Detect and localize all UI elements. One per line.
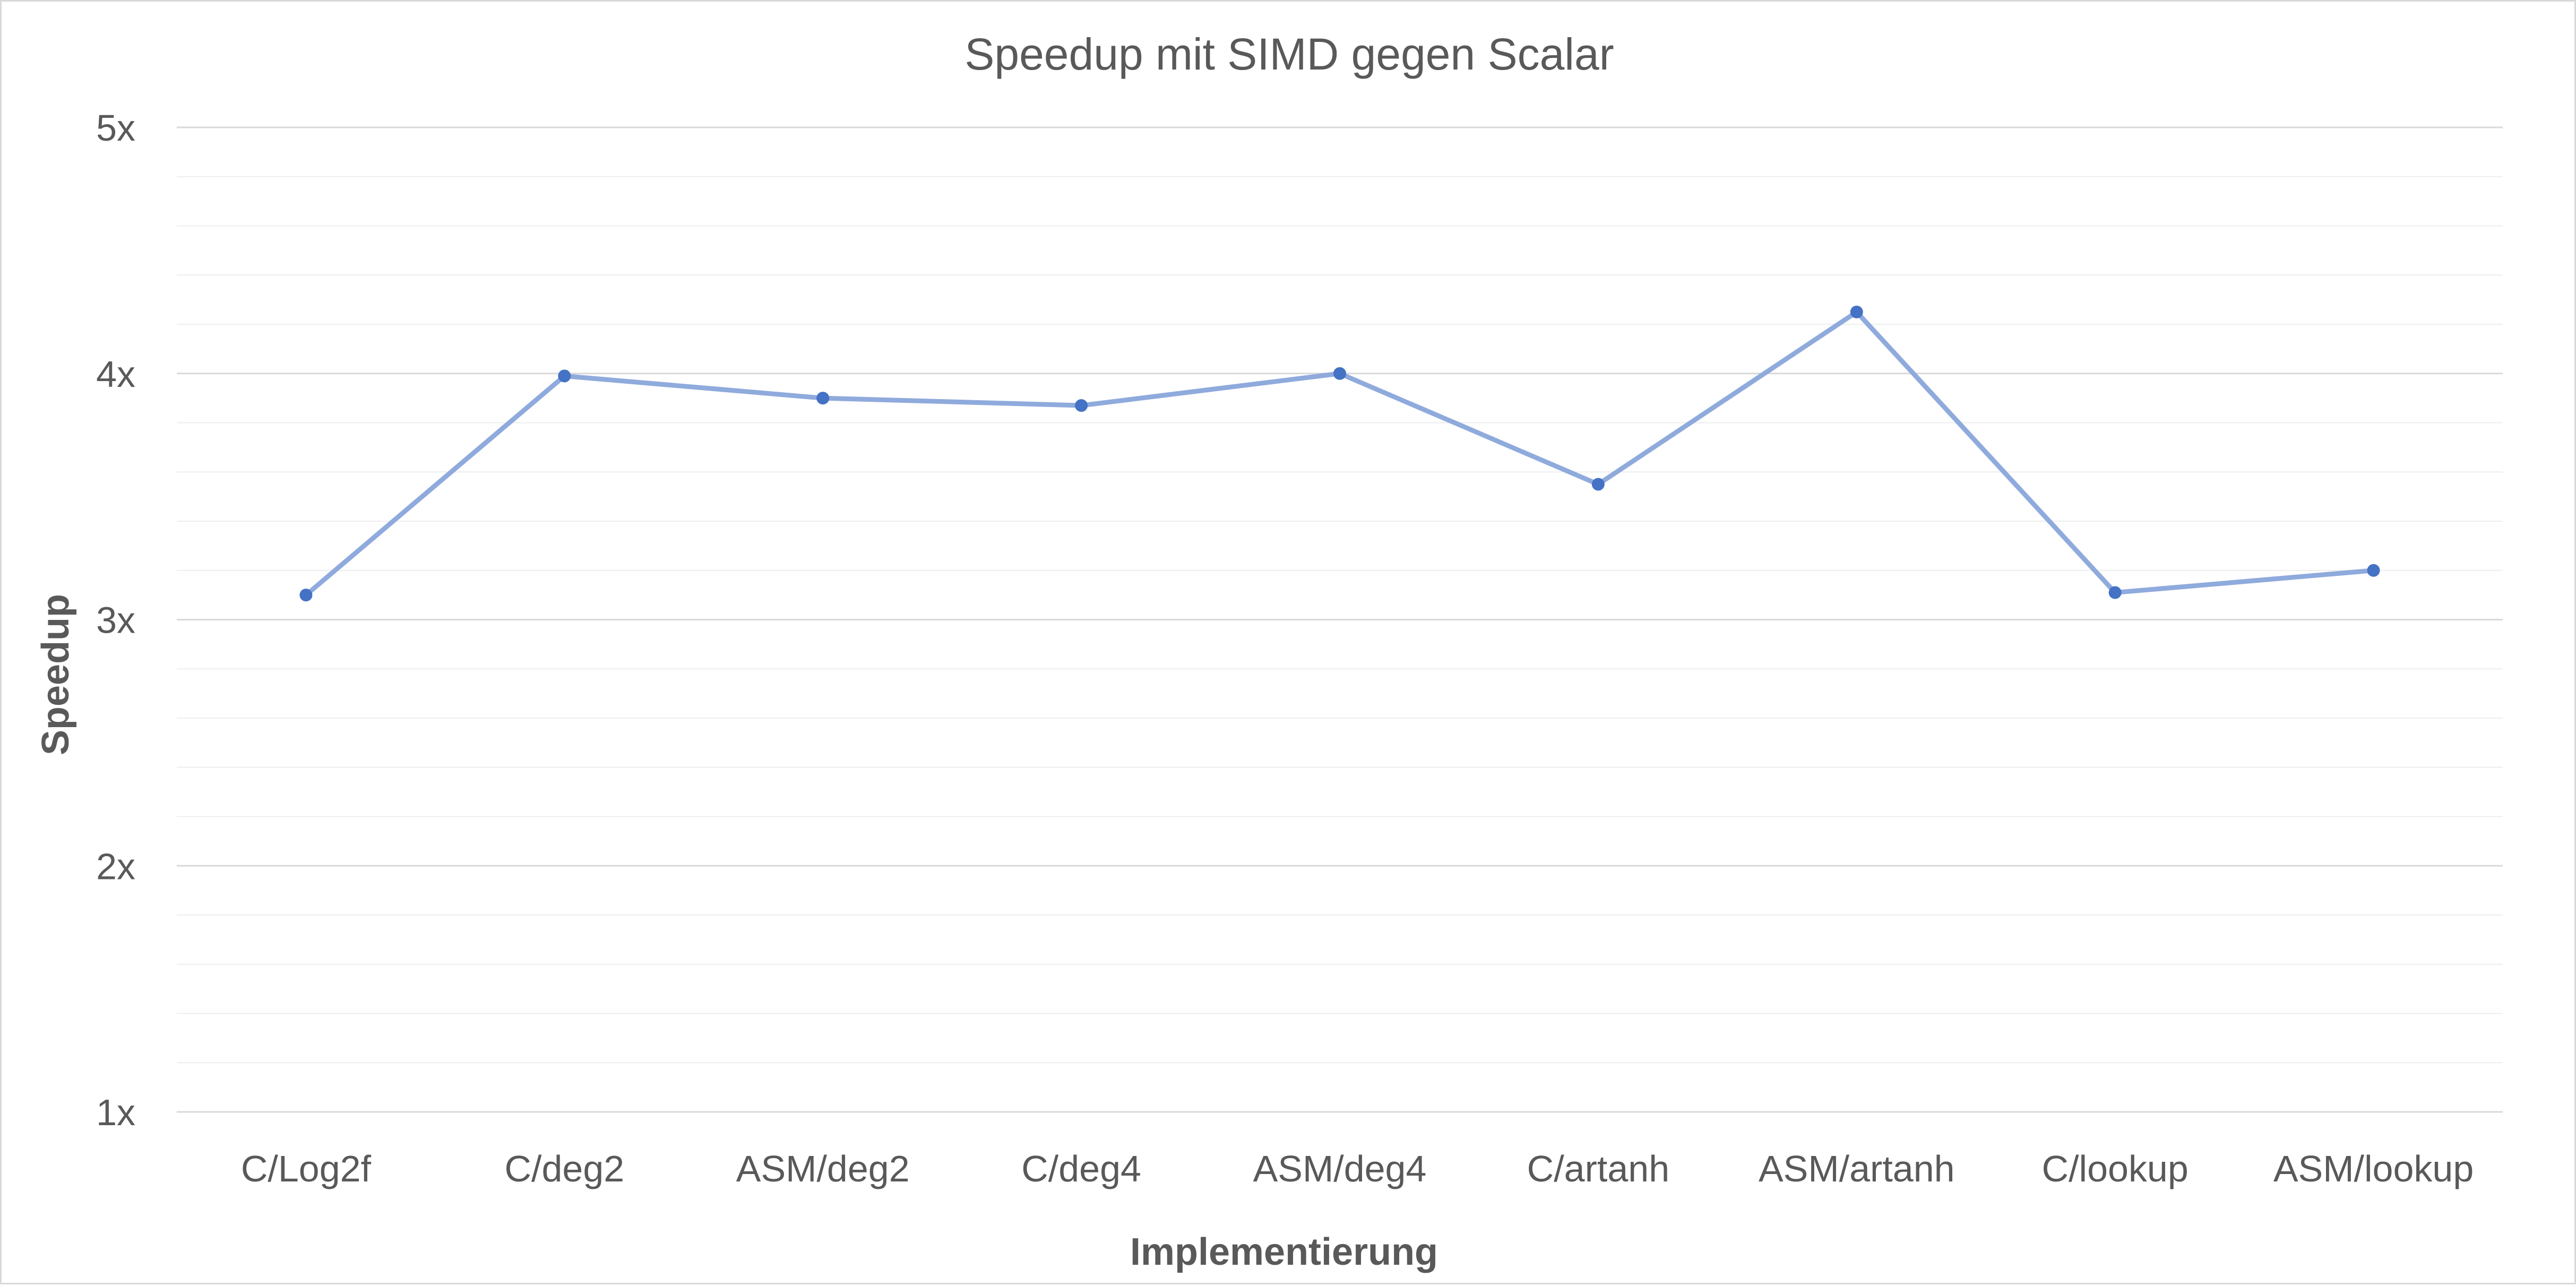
y-tick-label: 1x (96, 1092, 135, 1133)
data-point (1850, 305, 1863, 318)
data-point (1333, 367, 1346, 380)
y-axis-title: Speedup (35, 594, 77, 755)
x-tick-label: ASM/lookup (2273, 1148, 2474, 1189)
data-point (816, 392, 830, 405)
data-point (1075, 399, 1088, 412)
y-tick-label: 3x (96, 600, 135, 641)
chart-title: Speedup mit SIMD gegen Scalar (964, 29, 1614, 79)
data-point (1591, 478, 1605, 491)
data-point (558, 369, 571, 383)
data-point (2108, 586, 2122, 599)
x-axis-title: Implementierung (1130, 1231, 1438, 1273)
series-group (299, 305, 2380, 602)
data-point (299, 589, 313, 602)
minor-gridlines (177, 176, 2503, 1064)
y-tick-label: 4x (96, 353, 135, 395)
y-tick-labels: 1x 2x 3x 4x 5x (96, 107, 135, 1133)
x-tick-label: C/deg2 (504, 1148, 624, 1189)
x-tick-labels: C/Log2f C/deg2 ASM/deg2 C/deg4 ASM/deg4 C/art… (241, 1148, 2474, 1189)
y-tick-label: 2x (96, 845, 135, 887)
x-tick-label: C/Log2f (241, 1148, 372, 1189)
x-tick-label: ASM/deg4 (1253, 1148, 1427, 1189)
x-tick-label: C/deg4 (1021, 1148, 1141, 1189)
y-tick-label: 5x (96, 107, 135, 149)
series-line (303, 309, 2376, 598)
x-tick-label: ASM/artanh (1759, 1148, 1955, 1189)
data-point (2367, 564, 2380, 577)
x-tick-label: C/lookup (2042, 1148, 2189, 1189)
x-tick-label: C/artanh (1527, 1148, 1669, 1189)
x-tick-label: ASM/deg2 (736, 1148, 910, 1189)
